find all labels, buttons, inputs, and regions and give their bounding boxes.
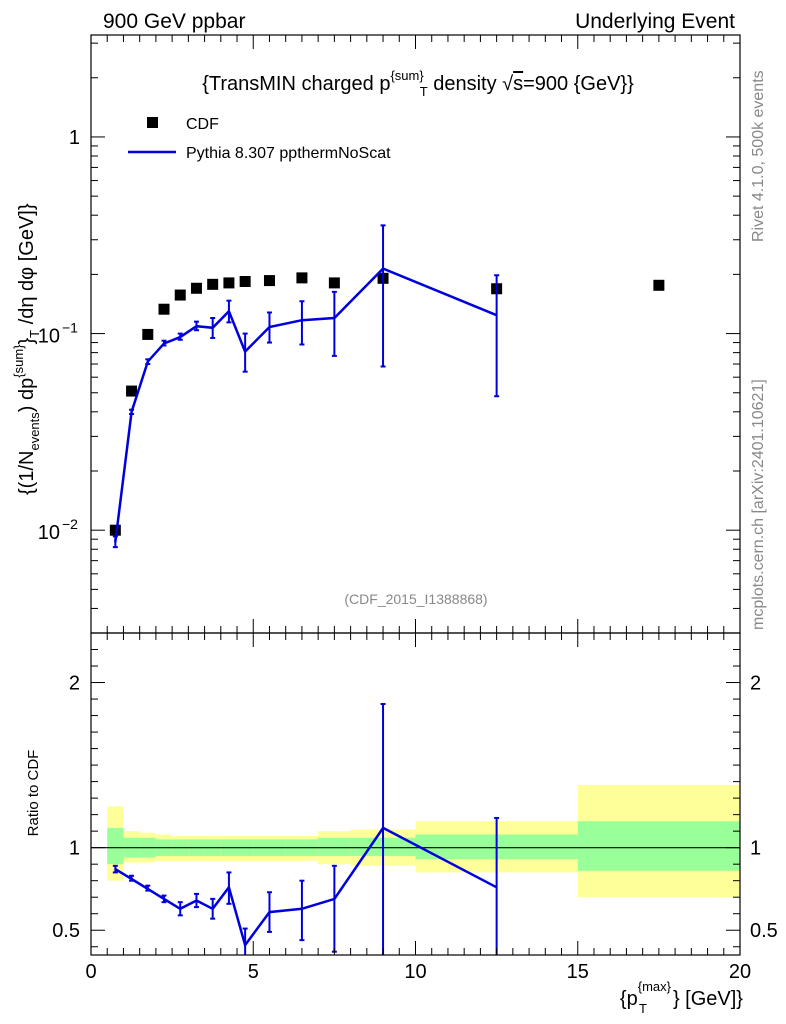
mcplots-label: mcplots.cern.ch [arXiv:2401.10621] xyxy=(750,379,767,630)
ratio-xlabel: {p{max} T } [GeV]} xyxy=(620,979,743,1016)
ratio-ticks: 0 5 10 15 20 0.5 0.5 1 1 2 2 xyxy=(52,632,778,983)
main-ticks: 110−110−2 xyxy=(38,35,741,634)
watermark: (CDF_2015_I1388868) xyxy=(344,591,487,607)
xlabel-sup: {max} xyxy=(638,979,672,994)
main-ytick-label: 10 xyxy=(38,326,60,348)
main-data-layer xyxy=(109,224,665,549)
legend-cdf-label: CDF xyxy=(186,116,219,133)
ratio-series-line xyxy=(114,826,498,948)
ratio-ylabel: Ratio to CDF xyxy=(25,750,42,837)
cdf-data-point xyxy=(158,303,170,315)
ratio-ytick-label-right: 0.5 xyxy=(750,920,778,942)
xlabel-post: } [GeV]} xyxy=(673,988,743,1010)
main-ytick-exponent: −2 xyxy=(62,516,78,532)
cdf-data-point xyxy=(239,276,251,288)
cdf-data-point xyxy=(190,282,202,294)
ylabel-c: } xyxy=(16,338,38,345)
ratio-band-inner xyxy=(577,821,740,871)
main-ylabel: {(1/Nevents) dp{sum}}T /dη dφ [GeV]} xyxy=(11,203,42,495)
legend: CDF Pythia 8.307 ppthermNoScat xyxy=(128,116,391,162)
ratio-xtick-label: 5 xyxy=(248,961,259,983)
ylabel-b: ) dp xyxy=(16,378,38,412)
xlabel-sub: T xyxy=(639,1001,647,1016)
ylabel-c-sub: T xyxy=(27,330,42,338)
ratio-xtick-label: 15 xyxy=(567,961,589,983)
ratio-xtick-label: 10 xyxy=(404,961,426,983)
xlabel-pre: {p xyxy=(620,988,638,1010)
main-ytick-label: 1 xyxy=(69,127,80,149)
title-post2: =900 {GeV}} xyxy=(523,73,634,95)
ratio-band-inner xyxy=(107,827,124,865)
ratio-xtick-label: 20 xyxy=(729,961,751,983)
cdf-data-point xyxy=(142,328,154,340)
legend-cdf-marker xyxy=(147,117,158,128)
ratio-ytick-label-right: 2 xyxy=(750,673,761,695)
cdf-data-point xyxy=(328,277,340,289)
title-sqrt: s xyxy=(513,73,523,95)
cdf-data-point xyxy=(126,385,138,397)
title-post1: density √ xyxy=(428,73,513,95)
ratio-ytick-label-left: 0.5 xyxy=(52,920,80,942)
legend-pythia-label: Pythia 8.307 ppthermNoScat xyxy=(186,145,391,162)
pythia-series-line xyxy=(114,267,498,543)
ratio-xtick-label: 0 xyxy=(85,961,96,983)
main-ytick-label: 10 xyxy=(38,522,60,544)
main-panel: 110−110−2 {TransMIN charged p{sum} T dens… xyxy=(11,34,741,634)
ratio-ytick-label-left: 1 xyxy=(69,838,80,860)
cdf-data-point xyxy=(223,277,235,289)
cdf-data-point xyxy=(207,278,219,290)
ratio-band-inner xyxy=(318,837,351,856)
main-ytick-exponent: −1 xyxy=(62,320,78,336)
header-right: Underlying Event xyxy=(575,10,735,33)
ratio-ytick-label-right: 1 xyxy=(750,838,761,860)
ylabel-b-sup: {sum} xyxy=(11,344,26,378)
ylabel-d: /dη dφ [GeV]} xyxy=(16,203,38,330)
ylabel-a: {(1/N xyxy=(16,451,38,495)
title-pre: {TransMIN charged p xyxy=(202,73,390,95)
ratio-data-layer xyxy=(91,703,740,955)
ratio-panel: 0 5 10 15 20 0.5 0.5 1 1 2 2 Ratio to CDF {p{max} T… xyxy=(25,632,778,1016)
header-left: 900 GeV ppbar xyxy=(103,10,245,33)
cdf-data-point xyxy=(296,272,308,284)
cdf-data-point xyxy=(653,279,665,291)
ratio-series-group xyxy=(112,703,500,955)
title-sub: T xyxy=(420,84,428,99)
title-sup: {sum} xyxy=(390,68,424,83)
ratio-ytick-label-left: 2 xyxy=(69,673,80,695)
cdf-data-point xyxy=(174,289,186,301)
ylabel-a-sub: events xyxy=(27,412,42,451)
chart-title: {TransMIN charged p{sum} T density √s=900… xyxy=(202,68,634,99)
rivet-label: Rivet 4.1.0, 500k events xyxy=(750,70,767,242)
cdf-data-point xyxy=(263,275,275,287)
cdf-data-point xyxy=(109,524,121,536)
